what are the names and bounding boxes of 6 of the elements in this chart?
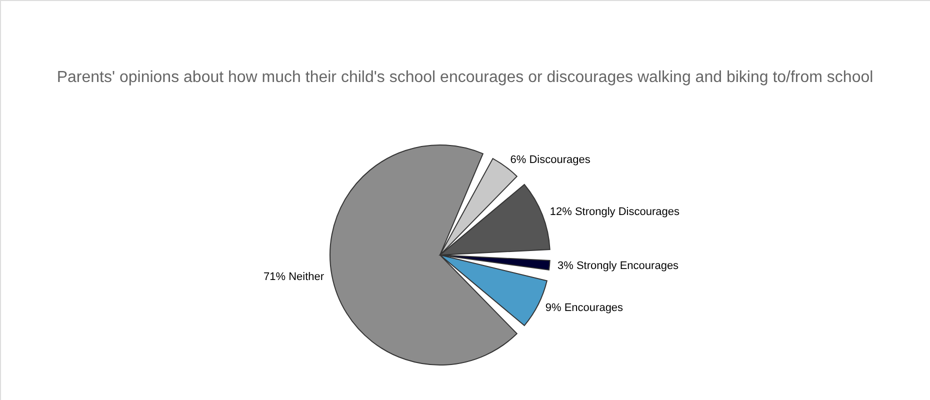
chart-title: Parents' opinions about how much their child's school encourages or discourages walking and biking to/from school bbox=[56, 69, 874, 86]
slice-label: 6% Discourages bbox=[510, 154, 591, 166]
slice-label: 71% Neither bbox=[264, 270, 324, 283]
slice-label: 3% Strongly Encourages bbox=[557, 260, 680, 272]
slice-label: 12% Strongly Discourages bbox=[550, 206, 680, 218]
slice-label: 9% Encourages bbox=[545, 302, 624, 314]
